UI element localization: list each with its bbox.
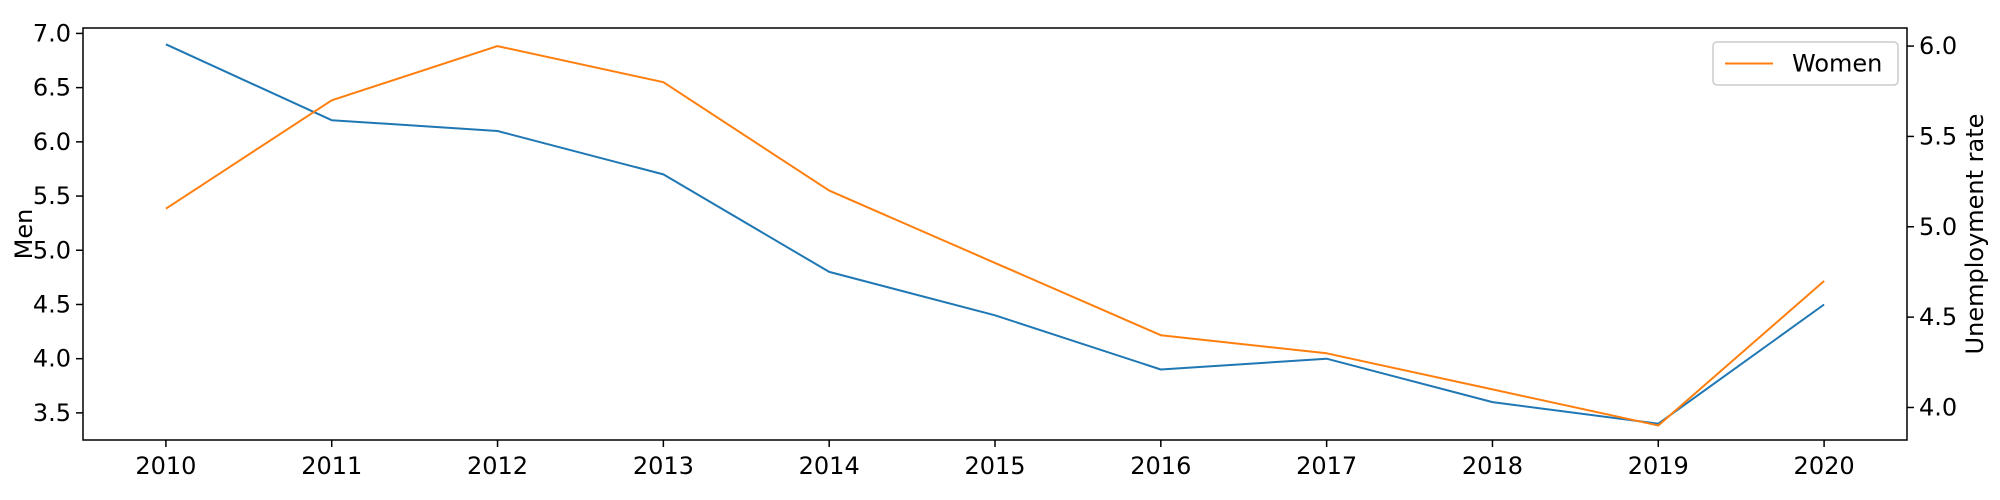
y-right-tick-label: 4.5	[1919, 303, 1957, 331]
legend-label-women: Women	[1792, 50, 1882, 78]
x-tick-label: 2016	[1130, 452, 1191, 480]
y-left-tick-label: 3.5	[33, 399, 71, 427]
legend: Women	[1712, 41, 1899, 86]
x-tick-label: 2013	[633, 452, 694, 480]
y-axis-left-label: Men	[10, 209, 38, 260]
x-tick-label: 2017	[1296, 452, 1357, 480]
x-tick-label: 2014	[799, 452, 860, 480]
x-tick-label: 2012	[467, 452, 528, 480]
y-axis-left: 3.5 4.0 4.5 5.0 5.5 6.0 6.5 7.0	[33, 19, 83, 427]
y-axis-right-label: Unemployment rate	[1961, 114, 1989, 355]
y-left-tick-label: 4.5	[33, 290, 71, 318]
x-tick-label: 2020	[1794, 452, 1855, 480]
series-line-men	[165, 43, 1825, 425]
x-tick-label: 2019	[1628, 452, 1689, 480]
legend-box	[1712, 41, 1899, 86]
y-left-tick-label: 6.0	[33, 128, 71, 156]
y-left-tick-label: 5.5	[33, 182, 71, 210]
series-line-women	[165, 45, 1825, 427]
y-axis-right: 4.0 4.5 5.0 5.5 6.0	[1907, 32, 1957, 421]
y-left-tick-label: 7.0	[33, 19, 71, 47]
y-right-tick-label: 4.0	[1919, 393, 1957, 421]
x-tick-label: 2011	[301, 452, 362, 480]
x-axis: 2010 2011 2012 2013 2014 2015 2016 2017 2018 2019…	[135, 440, 1855, 480]
y-left-tick-label: 6.5	[33, 74, 71, 102]
plot-frame	[82, 27, 1908, 441]
y-right-tick-label: 6.0	[1919, 32, 1957, 60]
series-lines	[165, 43, 1825, 427]
x-tick-label: 2018	[1462, 452, 1523, 480]
y-right-tick-label: 5.0	[1919, 213, 1957, 241]
y-right-tick-label: 5.5	[1919, 122, 1957, 150]
x-tick-label: 2015	[964, 452, 1025, 480]
x-tick-label: 2010	[135, 452, 196, 480]
y-left-tick-label: 5.0	[33, 236, 71, 264]
y-left-tick-label: 4.0	[33, 345, 71, 373]
